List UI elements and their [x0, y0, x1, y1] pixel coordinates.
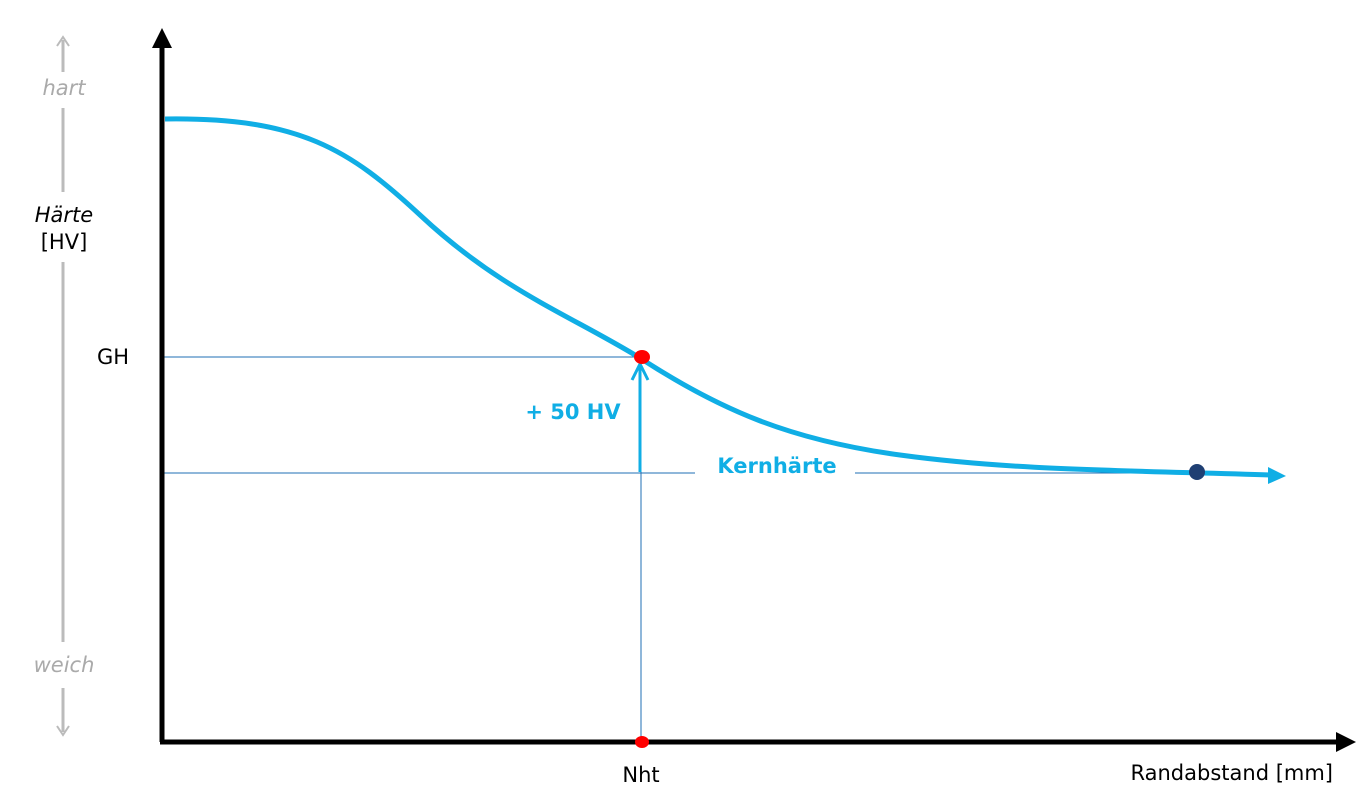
y-axis-arrow [152, 28, 172, 48]
y-axis-unit: [HV] [41, 230, 88, 254]
gh-point [634, 350, 650, 364]
x-axis-arrow [1336, 732, 1356, 752]
x-axis-label: Randabstand [mm] [1131, 761, 1334, 785]
nht-point [635, 736, 649, 748]
offset-arrowhead [630, 360, 650, 381]
scale-bottom-label: weich [34, 653, 95, 677]
scale-arrow-down [56, 725, 70, 737]
hardness-curve [164, 116, 1273, 478]
offset-label: + 50 HV [525, 400, 621, 424]
scale-arrow-up [56, 35, 70, 47]
core-label: Kernhärte [717, 454, 836, 478]
hardness-scale [56, 35, 70, 737]
scale-top-label: hart [42, 76, 86, 100]
curve-arrow [1268, 467, 1286, 484]
gh-label: GH [97, 345, 129, 369]
core-point [1189, 464, 1205, 480]
y-axis-label: Härte [35, 203, 93, 227]
nht-label: Nht [622, 763, 659, 787]
